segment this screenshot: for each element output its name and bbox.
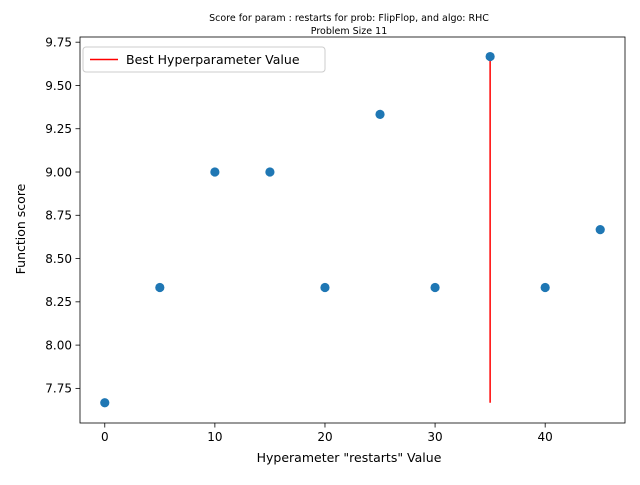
scatter-point [540,282,550,293]
scatter-point [265,167,275,177]
y-tick-label: 9.50 [45,79,72,93]
y-tick-label: 8.25 [45,295,72,309]
y-tick-label: 9.75 [45,35,72,49]
scatter-point [595,225,605,235]
scatter-point [485,51,495,62]
plot-frame [79,36,626,424]
y-tick-label: 9.00 [45,165,72,179]
y-tick-label: 8.50 [45,252,72,266]
scatter-point [430,282,440,293]
scatter-point [320,282,330,293]
legend-box [82,46,326,73]
x-tick-label: 10 [207,430,222,444]
scatter-point [100,398,110,408]
y-tick-label: 8.00 [45,338,72,352]
y-tick-label: 7.75 [45,382,72,396]
x-tick-label: 40 [538,430,553,444]
plot-area: 0 10 20 30 40 7.75 8.00 8.25 8.50 8.75 9.00 9.25 9.5… [45,35,626,444]
scatter-point [210,167,220,177]
chart-subtitle: Problem Size 11 [311,26,387,37]
scatter-point [375,109,385,119]
x-tick-label: 20 [317,430,332,444]
y-axis-label: Function score [13,183,28,274]
scatter-point [155,282,165,293]
y-tick-label: 8.75 [45,209,72,223]
y-tick-label: 9.25 [45,122,72,136]
x-axis-label: Hyperameter "restarts" Value [257,450,442,465]
x-tick-label: 30 [427,430,442,444]
legend-entry-label: Best Hyperparameter Value [126,52,300,67]
x-tick-label: 0 [101,430,109,444]
chart-title: Score for param : restarts for prob: Fli… [209,13,489,24]
